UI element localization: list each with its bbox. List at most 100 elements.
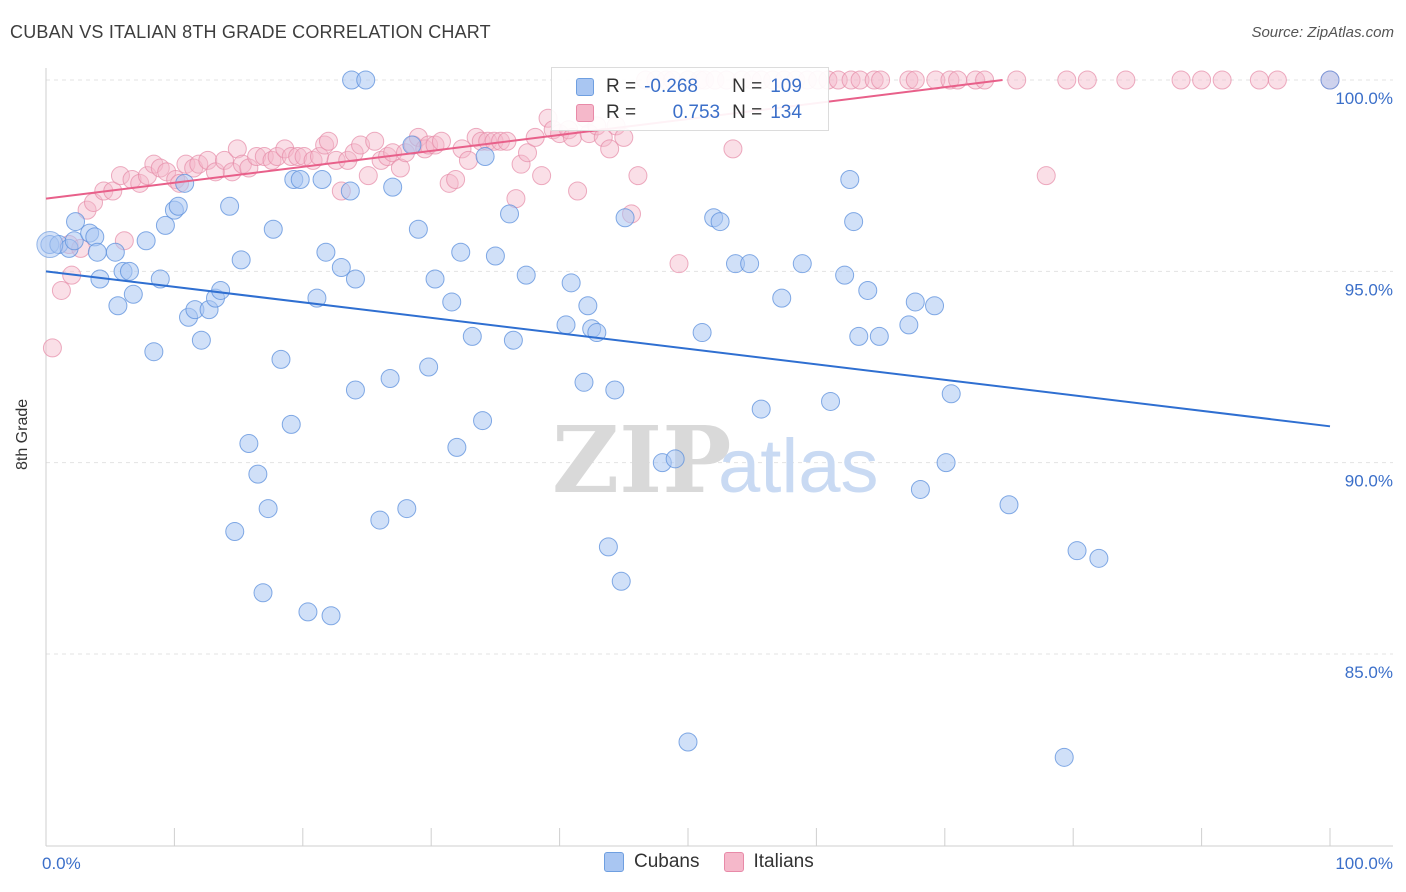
italian-point xyxy=(288,147,308,167)
legend-r-value-italians: 0.753 xyxy=(672,102,721,123)
italian-point xyxy=(1036,166,1056,186)
italian-point xyxy=(562,127,582,147)
cuban-point xyxy=(840,169,860,189)
cuban-point xyxy=(1089,548,1109,568)
cuban-point xyxy=(447,437,467,457)
legend-swatch-italians xyxy=(576,104,594,122)
legend-swatch-italians xyxy=(723,852,744,872)
cuban-point xyxy=(340,181,360,201)
cuban-point xyxy=(503,330,523,350)
legend-item-cubans[interactable]: Cubans xyxy=(604,851,700,873)
italian-point xyxy=(466,127,486,147)
cuban-point xyxy=(516,265,536,285)
cuban-point xyxy=(281,414,301,434)
cuban-point xyxy=(370,510,390,530)
cuban-point xyxy=(239,434,259,454)
cuban-point xyxy=(408,219,428,239)
italian-point xyxy=(318,131,338,151)
italian-point xyxy=(850,70,870,90)
legend-n-label: N = xyxy=(732,102,763,123)
legend-r-label: R = xyxy=(606,102,637,123)
watermark-zip: ZIP xyxy=(552,406,731,514)
cuban-point xyxy=(155,215,175,235)
cuban-point xyxy=(710,212,730,232)
italian-point xyxy=(940,70,960,90)
italian-point xyxy=(1007,70,1027,90)
italian-point xyxy=(1192,70,1212,90)
cuban-point xyxy=(105,242,125,262)
italian-point xyxy=(326,150,346,170)
cuban-point xyxy=(225,522,245,542)
italian-point xyxy=(614,127,634,147)
cuban-point xyxy=(936,453,956,473)
legend-item-italians[interactable]: Italians xyxy=(723,851,814,873)
italian-point xyxy=(110,166,130,186)
cuban-point xyxy=(175,173,195,193)
italian-point xyxy=(446,169,466,189)
cuban-point xyxy=(345,380,365,400)
cuban-point xyxy=(692,323,712,343)
cuban-point xyxy=(561,273,581,293)
cuban-point xyxy=(419,357,439,377)
legend-n-value-cubans: 109 xyxy=(770,76,802,97)
cuban-point xyxy=(665,449,685,469)
cuban-point xyxy=(910,479,930,499)
italian-point xyxy=(669,254,689,274)
chart-title: CUBAN VS ITALIAN 8TH GRADE CORRELATION C… xyxy=(10,22,491,42)
cuban-point xyxy=(556,315,576,335)
cuban-point xyxy=(574,372,594,392)
cuban-point xyxy=(442,292,462,312)
cuban-point xyxy=(905,292,925,312)
italian-point xyxy=(365,131,385,151)
cuban-point xyxy=(231,250,251,270)
legend-n-label: N = xyxy=(732,76,763,97)
cuban-point xyxy=(123,284,143,304)
stats-legend: R = -0.268 N = 109 R = 0.753 N = 134 xyxy=(551,67,829,131)
cuban-point xyxy=(869,326,889,346)
cuban-point xyxy=(331,258,351,278)
italian-point xyxy=(1077,70,1097,90)
italian-point xyxy=(198,150,218,170)
cuban-point xyxy=(316,242,336,262)
cuban-point xyxy=(473,411,493,431)
italian-point xyxy=(1116,70,1136,90)
italian-point xyxy=(1212,70,1232,90)
cuban-point xyxy=(383,177,403,197)
cuban-point xyxy=(615,208,635,228)
italian-point xyxy=(628,166,648,186)
italian-point xyxy=(975,70,995,90)
cuban-point xyxy=(485,246,505,266)
italian-point xyxy=(458,150,478,170)
legend-n-value-italians: 134 xyxy=(770,102,802,123)
legend-r-label: R = xyxy=(606,76,637,97)
italian-point xyxy=(600,139,620,159)
legend-r-value-cubans: -0.268 xyxy=(644,76,698,97)
legend-swatch-cubans xyxy=(576,78,594,96)
cuban-point xyxy=(611,571,631,591)
italian-point xyxy=(532,166,552,186)
cuban-point xyxy=(792,254,812,274)
series-legend: Cubans Italians xyxy=(604,851,838,873)
cuban-point xyxy=(941,384,961,404)
italian-point xyxy=(568,181,588,201)
cuban-point xyxy=(740,254,760,274)
italian-point xyxy=(344,143,364,163)
cuban-point xyxy=(821,391,841,411)
cuban-point xyxy=(844,212,864,232)
cuban-point xyxy=(271,349,291,369)
italian-point xyxy=(315,135,335,155)
cuban-point xyxy=(150,269,170,289)
cuban-point xyxy=(253,583,273,603)
cuban-point xyxy=(678,732,698,752)
legend-label-italians: Italians xyxy=(753,851,814,872)
italian-point xyxy=(267,147,287,167)
cuban-point xyxy=(605,380,625,400)
cuban-point xyxy=(211,280,231,300)
italian-point xyxy=(42,338,62,358)
cuban-point xyxy=(462,326,482,346)
cuban-point xyxy=(899,315,919,335)
cuban-point xyxy=(258,499,278,519)
legend-label-cubans: Cubans xyxy=(634,851,700,872)
cuban-point xyxy=(849,326,869,346)
